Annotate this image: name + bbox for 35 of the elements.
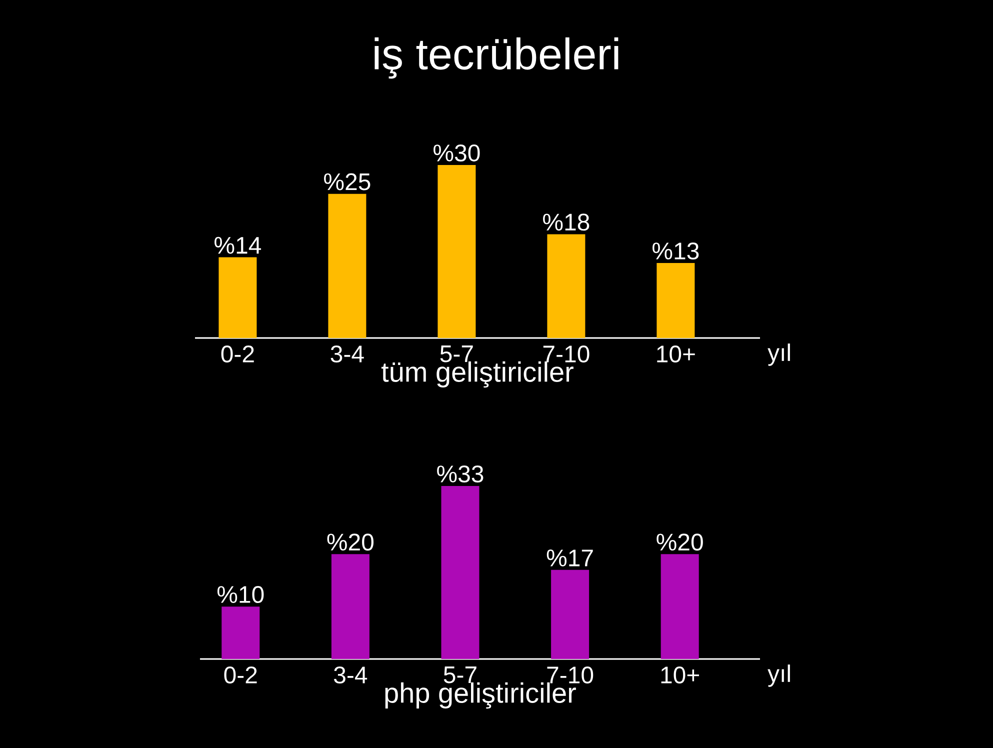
data-label: %13 [652, 242, 699, 260]
data-label: %30 [434, 144, 480, 162]
data-label: %20 [327, 534, 374, 551]
data-label: %18 [543, 214, 590, 231]
x-axis-title: php geliştiriciler [385, 682, 576, 709]
data-label: %25 [324, 173, 370, 190]
data-label: %20 [656, 534, 703, 551]
data-label: %17 [546, 550, 593, 566]
x-tick-label: 3-4 [334, 666, 368, 684]
x-tick-label: 10+ [661, 666, 700, 684]
bar [331, 554, 370, 659]
data-label: %33 [437, 465, 484, 482]
bar [441, 486, 480, 659]
chart-title: iş tecrübeleri [374, 37, 618, 79]
bar [656, 263, 695, 338]
bar [660, 554, 699, 659]
bar [218, 257, 257, 338]
text: yıl [768, 664, 790, 687]
data-label: %10 [217, 586, 264, 604]
bar [547, 234, 586, 338]
data-label: %14 [214, 236, 262, 254]
text: yıl [768, 344, 790, 366]
bar [222, 606, 260, 659]
x-tick-label: 5-7 [444, 666, 476, 684]
x-tick-label: 7-10 [543, 346, 590, 363]
x-tick-label: 10+ [657, 346, 695, 363]
x-tick-label: 5-7 [440, 346, 473, 362]
bar [438, 164, 476, 338]
x-tick-label: 0-2 [224, 666, 257, 684]
bar [551, 570, 590, 659]
bar [328, 194, 366, 338]
x-tick-label: 0-2 [221, 346, 254, 363]
x-tick-label: 7-10 [547, 666, 594, 684]
x-axis-title: tüm geliştiriciler [381, 361, 574, 388]
x-tick-label: 3-4 [330, 346, 364, 363]
